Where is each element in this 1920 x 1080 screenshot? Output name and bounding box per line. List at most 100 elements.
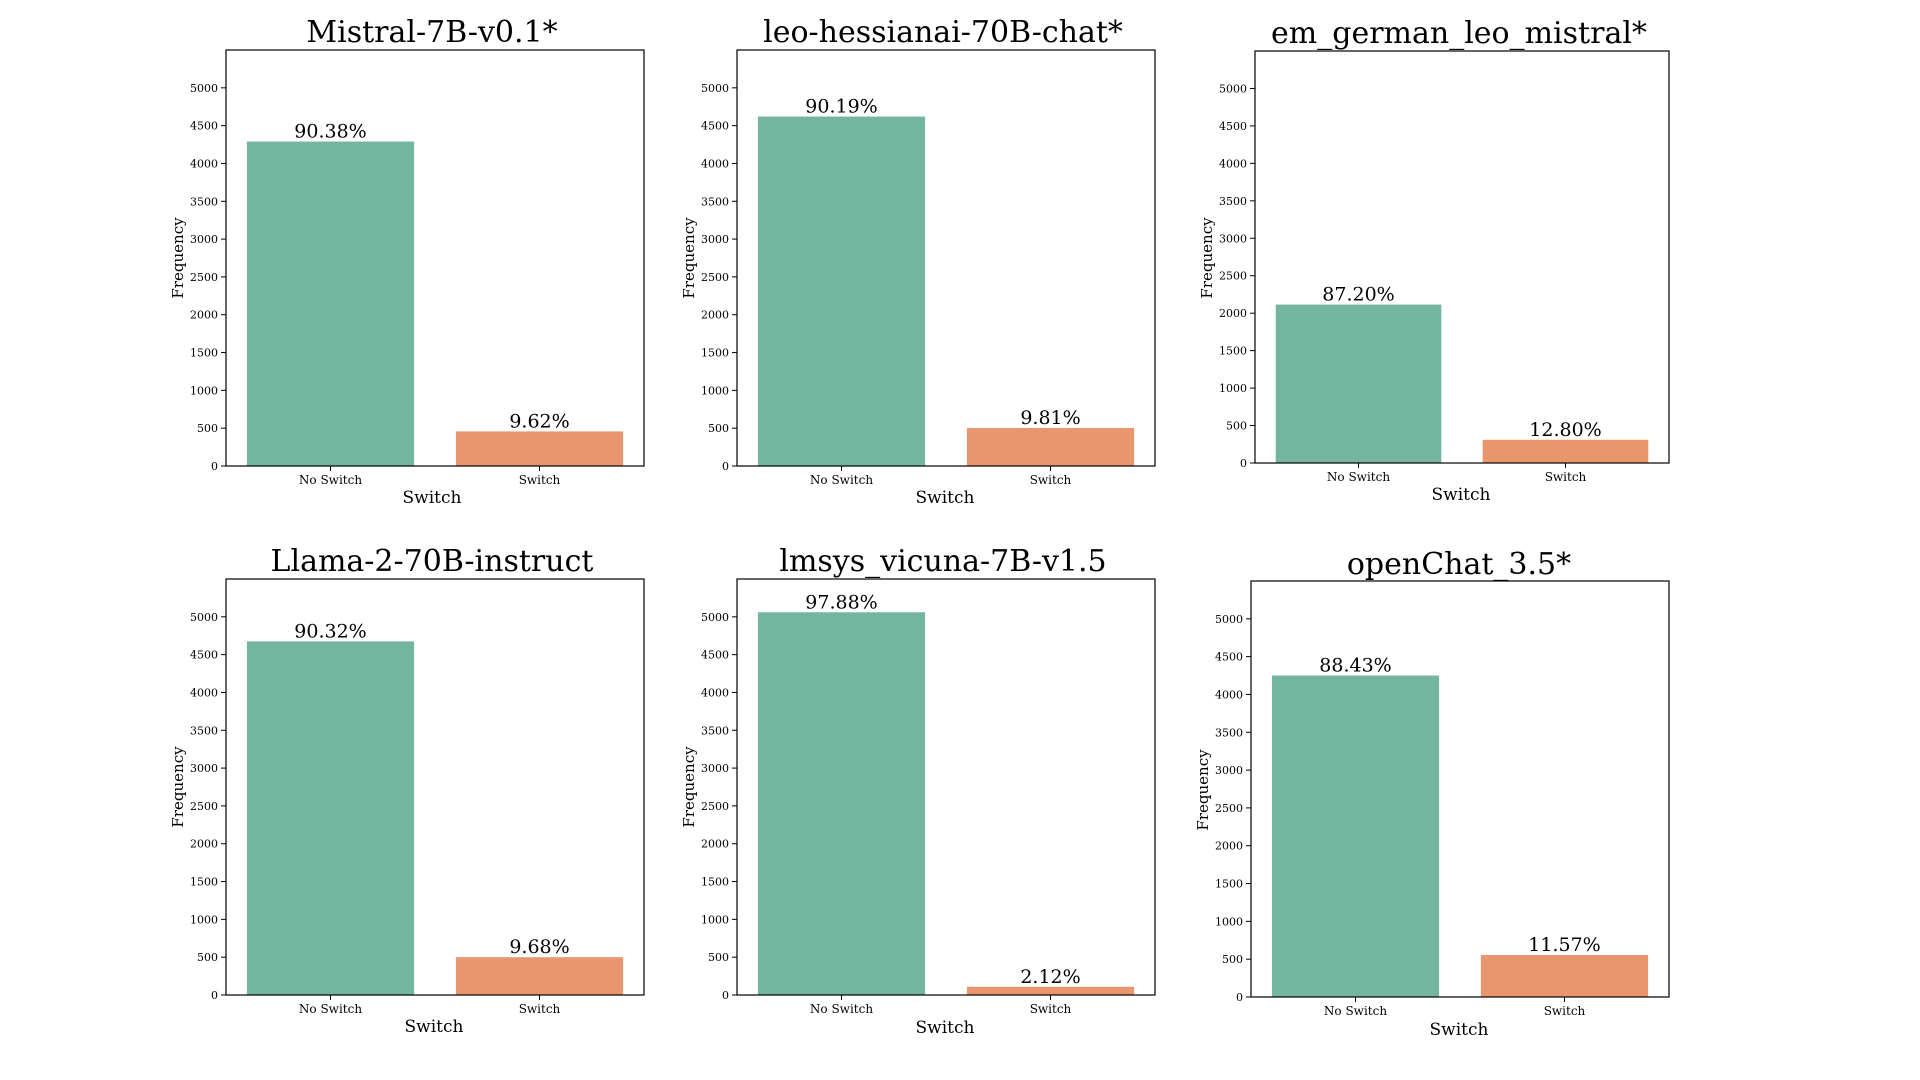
y-tick-label: 1000 xyxy=(701,384,729,397)
y-tick-label: 500 xyxy=(197,951,218,964)
y-tick-label: 500 xyxy=(197,422,218,435)
y-tick-label: 1500 xyxy=(190,347,218,360)
y-tick-label: 5000 xyxy=(701,82,729,95)
bar-no-switch xyxy=(1271,675,1440,997)
y-tick-label: 3000 xyxy=(701,762,729,775)
y-tick-label: 1500 xyxy=(701,347,729,360)
chart-panel-mistral: Mistral-7B-v0.1* 0 500 1000 1500 2000 2500 300… xyxy=(169,15,645,508)
x-axis-label: Switch xyxy=(1430,1020,1489,1040)
x-axis-label: Switch xyxy=(916,488,975,508)
data-label-switch: 9.81% xyxy=(1020,407,1080,429)
y-axis-label: Frequency xyxy=(680,746,698,828)
data-label-switch: 12.80% xyxy=(1529,419,1601,441)
y-axis-label: Frequency xyxy=(169,217,187,299)
y-tick-label: 2500 xyxy=(1219,270,1247,283)
y-tick-label: 1000 xyxy=(701,913,729,926)
y-tick-label: 0 xyxy=(1236,991,1243,1004)
data-label-switch: 9.62% xyxy=(509,410,569,432)
x-tick-label-switch: Switch xyxy=(519,1002,561,1016)
y-tick-label: 4500 xyxy=(701,649,729,662)
plot-frame xyxy=(225,578,645,996)
y-tick-label: 2000 xyxy=(190,309,218,322)
y-tick-label: 2000 xyxy=(1219,307,1247,320)
bar-switch xyxy=(1482,439,1649,463)
x-tick-label-no-switch: No Switch xyxy=(1324,1004,1387,1018)
plot-frame xyxy=(225,49,645,467)
y-tick-label: 5000 xyxy=(701,611,729,624)
y-tick-label: 1000 xyxy=(190,913,218,926)
y-tick-label: 1000 xyxy=(190,384,218,397)
bar-switch xyxy=(1480,955,1649,997)
y-tick-label: 3500 xyxy=(1219,195,1247,208)
x-axis-label: Switch xyxy=(403,488,462,508)
y-tick-label: 500 xyxy=(1226,420,1247,433)
y-tick-label: 2500 xyxy=(190,800,218,813)
data-label-no-switch: 97.88% xyxy=(805,591,877,613)
y-tick-label: 0 xyxy=(1240,457,1247,470)
panel-title: lmsys_vicuna-7B-v1.5 xyxy=(779,544,1106,579)
y-tick-label: 1500 xyxy=(701,876,729,889)
x-tick-label-no-switch: No Switch xyxy=(1327,470,1390,484)
data-label-no-switch: 90.32% xyxy=(294,620,366,642)
y-tick-label: 5000 xyxy=(1219,82,1247,95)
bar-no-switch xyxy=(246,641,415,995)
y-tick-label: 4000 xyxy=(701,157,729,170)
y-tick-label: 1000 xyxy=(1219,382,1247,395)
bar-switch xyxy=(966,428,1135,466)
plot-frame xyxy=(1250,580,1670,998)
chart-panel-leo-hessianai: leo-hessianai-70B-chat* 0 500 1000 1500 2000… xyxy=(680,15,1156,508)
chart-panel-em-german: em_german_leo_mistral* 0 500 1000 1500 2000 2… xyxy=(1198,16,1670,505)
y-tick-label: 2000 xyxy=(1215,840,1243,853)
data-label-switch: 9.68% xyxy=(509,936,569,958)
panel-title: Llama-2-70B-instruct xyxy=(271,544,594,579)
y-tick-label: 4000 xyxy=(1215,688,1243,701)
y-axis-label: Frequency xyxy=(1194,749,1212,831)
x-axis-label: Switch xyxy=(916,1018,975,1038)
x-tick-label-switch: Switch xyxy=(519,473,561,487)
y-tick-label: 3000 xyxy=(190,762,218,775)
x-tick-label-switch: Switch xyxy=(1544,1004,1586,1018)
bar-switch xyxy=(455,957,624,995)
y-tick-label: 3500 xyxy=(1215,726,1243,739)
y-tick-label: 4500 xyxy=(190,120,218,133)
x-axis-label: Switch xyxy=(1432,485,1491,505)
y-tick-label: 3000 xyxy=(190,233,218,246)
bar-no-switch xyxy=(757,116,926,466)
bar-switch xyxy=(966,986,1135,995)
bar-no-switch xyxy=(1275,304,1442,463)
y-tick-label: 2500 xyxy=(701,800,729,813)
y-tick-label: 4500 xyxy=(1215,651,1243,664)
data-label-switch: 2.12% xyxy=(1020,966,1080,988)
y-axis-label: Frequency xyxy=(680,217,698,299)
y-tick-label: 1500 xyxy=(1219,345,1247,358)
x-tick-label-switch: Switch xyxy=(1030,473,1072,487)
y-tick-label: 2000 xyxy=(190,838,218,851)
x-tick-label-no-switch: No Switch xyxy=(299,473,362,487)
plot-frame xyxy=(736,49,1156,467)
data-label-no-switch: 88.43% xyxy=(1319,655,1391,677)
y-tick-label: 500 xyxy=(1222,953,1243,966)
y-tick-label: 1500 xyxy=(1215,878,1243,891)
y-tick-label: 0 xyxy=(211,460,218,473)
y-tick-label: 5000 xyxy=(1215,613,1243,626)
y-tick-label: 3000 xyxy=(1219,232,1247,245)
y-tick-label: 3500 xyxy=(190,195,218,208)
x-tick-label-no-switch: No Switch xyxy=(299,1002,362,1016)
y-tick-label: 3500 xyxy=(701,195,729,208)
y-tick-label: 2500 xyxy=(701,271,729,284)
y-tick-label: 5000 xyxy=(190,82,218,95)
y-tick-label: 3000 xyxy=(701,233,729,246)
plot-frame xyxy=(736,578,1156,996)
y-tick-label: 3000 xyxy=(1215,764,1243,777)
chart-panel-openchat: openChat_3.5* 0 500 1000 1500 2000 2500 3000 35… xyxy=(1194,547,1670,1040)
y-tick-label: 0 xyxy=(722,460,729,473)
bar-no-switch xyxy=(246,141,415,466)
y-tick-label: 4000 xyxy=(190,686,218,699)
y-tick-label: 2500 xyxy=(190,271,218,284)
y-tick-label: 4000 xyxy=(1219,157,1247,170)
y-axis-label: Frequency xyxy=(1198,217,1216,299)
bar-switch xyxy=(455,431,624,466)
data-label-no-switch: 87.20% xyxy=(1322,284,1394,306)
y-tick-label: 2500 xyxy=(1215,802,1243,815)
data-label-no-switch: 90.38% xyxy=(294,121,366,143)
